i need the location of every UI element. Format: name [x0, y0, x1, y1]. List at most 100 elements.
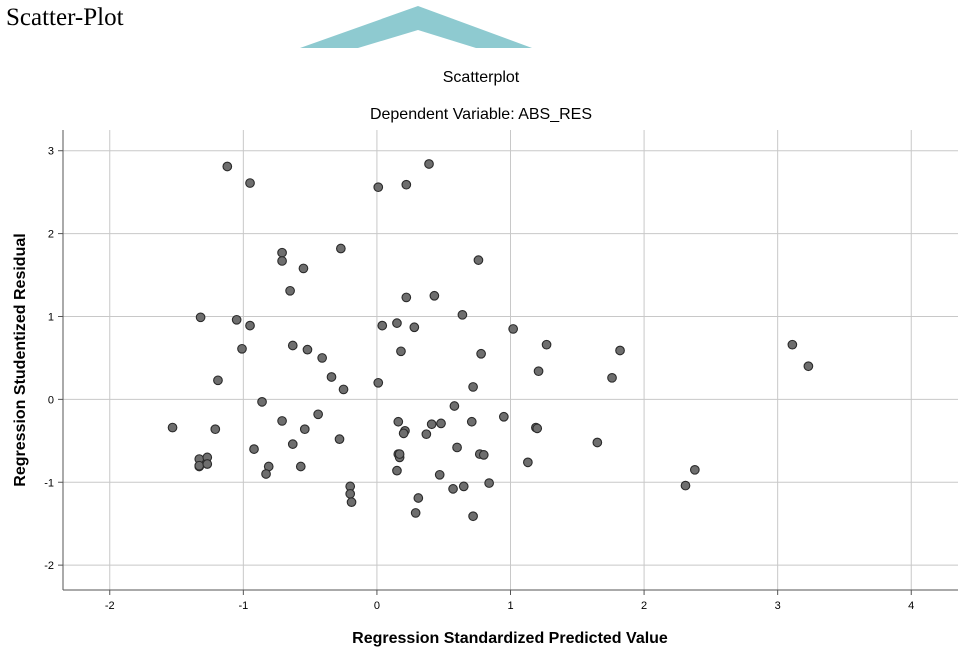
x-tick-label: 4 — [908, 600, 914, 612]
scatter-point — [466, 416, 477, 427]
scatter-point — [533, 366, 544, 377]
scatter-point — [346, 497, 357, 507]
y-tick-label: 1 — [48, 311, 54, 323]
scatter-point — [287, 340, 298, 351]
data-points — [167, 159, 814, 522]
scatter-point — [421, 429, 432, 440]
scatter-point — [287, 439, 298, 449]
scatter-point — [277, 247, 287, 258]
scatter-point — [468, 382, 478, 392]
scatter-point — [508, 324, 519, 334]
scatter-point — [473, 255, 484, 265]
chart-subtitle: Dependent Variable: ABS_RES — [370, 106, 592, 123]
y-tick-label: 2 — [48, 229, 54, 241]
scatter-point — [249, 444, 259, 454]
y-tick-label: 0 — [48, 394, 54, 406]
scatter-point — [373, 377, 384, 388]
scatter-point — [426, 419, 437, 430]
scatter-point — [295, 461, 306, 472]
scatter-point — [436, 418, 446, 429]
scatter-point — [338, 384, 349, 395]
scatter-point — [334, 434, 345, 445]
scatter-point — [413, 493, 424, 503]
scatter-point — [392, 318, 402, 328]
y-tick-label: 3 — [48, 146, 54, 158]
axes — [58, 130, 958, 595]
scatter-point — [245, 320, 255, 331]
scatter-point — [394, 449, 405, 459]
scatter-point — [409, 322, 420, 333]
y-tick-label: -1 — [44, 477, 54, 489]
scatter-point — [313, 409, 323, 420]
x-axis-label: Regression Standardized Predicted Value — [352, 630, 668, 647]
scatter-point — [592, 437, 603, 448]
gridlines — [63, 130, 958, 590]
y-axis-label: Regression Studentized Residual — [12, 233, 29, 486]
scatter-point — [607, 372, 617, 383]
scatter-point — [803, 361, 814, 372]
scatter-point — [299, 424, 310, 435]
scatter-point — [478, 450, 489, 460]
scatter-point — [210, 424, 221, 435]
x-tick-label: 1 — [507, 600, 513, 612]
scatter-point — [401, 292, 412, 303]
scatter-point — [458, 481, 469, 492]
scatter-point — [336, 243, 346, 254]
scatter-point — [167, 422, 178, 433]
scatter-point — [326, 372, 337, 382]
scatter-point — [195, 312, 206, 323]
scatter-point — [680, 480, 691, 491]
x-tick-label: 2 — [641, 600, 647, 612]
y-tick-label: -2 — [44, 560, 54, 572]
scatter-point — [202, 459, 213, 469]
x-tick-label: 3 — [775, 600, 781, 612]
scatter-point — [410, 508, 421, 518]
scatter-point — [615, 345, 625, 356]
scatter-point — [532, 423, 543, 434]
scatter-point — [285, 285, 295, 296]
scatter-point — [373, 182, 384, 193]
x-tick-label: -1 — [238, 600, 248, 612]
x-tick-label: 0 — [374, 600, 380, 612]
scatter-point — [457, 309, 468, 320]
scatter-point — [498, 411, 509, 422]
scatter-point — [302, 344, 313, 355]
watermark-logo — [300, 6, 532, 48]
scatter-point — [345, 489, 356, 499]
scatter-point — [452, 442, 462, 453]
scatter-point — [277, 256, 287, 266]
scatter-point — [277, 416, 287, 426]
scatter-point — [377, 320, 388, 331]
scatter-point — [449, 401, 460, 411]
scatter-point — [424, 159, 434, 169]
chart-title: Scatterplot — [443, 69, 520, 86]
x-tick-label: -2 — [105, 600, 115, 612]
scatter-point — [484, 478, 494, 488]
tick-labels: -2 -1 0 1 2 3 4 -2 -1 0 1 2 3 — [44, 146, 914, 612]
scatter-point — [448, 484, 458, 494]
scatter-point — [393, 416, 404, 427]
scatter-point — [401, 179, 412, 190]
scatter-point — [398, 428, 409, 439]
scatter-point — [429, 290, 440, 301]
scatter-point — [787, 339, 798, 350]
scatter-point — [245, 178, 255, 188]
scatter-point — [261, 469, 271, 479]
scatter-point — [689, 464, 700, 475]
scatter-point — [392, 465, 402, 476]
document-heading: Scatter-Plot — [6, 4, 124, 31]
scatter-point — [434, 469, 445, 480]
scatter-point — [237, 343, 247, 354]
scatter-point — [257, 397, 267, 407]
scatter-point — [541, 339, 552, 350]
scatter-point — [317, 353, 327, 363]
scatter-point — [231, 314, 242, 325]
scatter-point — [523, 457, 533, 468]
scatter-point — [222, 161, 233, 172]
scatter-point — [194, 460, 205, 471]
scatter-point — [476, 348, 486, 359]
scatter-point — [298, 263, 309, 274]
scatter-point — [396, 346, 406, 357]
scatter-point — [468, 511, 478, 522]
